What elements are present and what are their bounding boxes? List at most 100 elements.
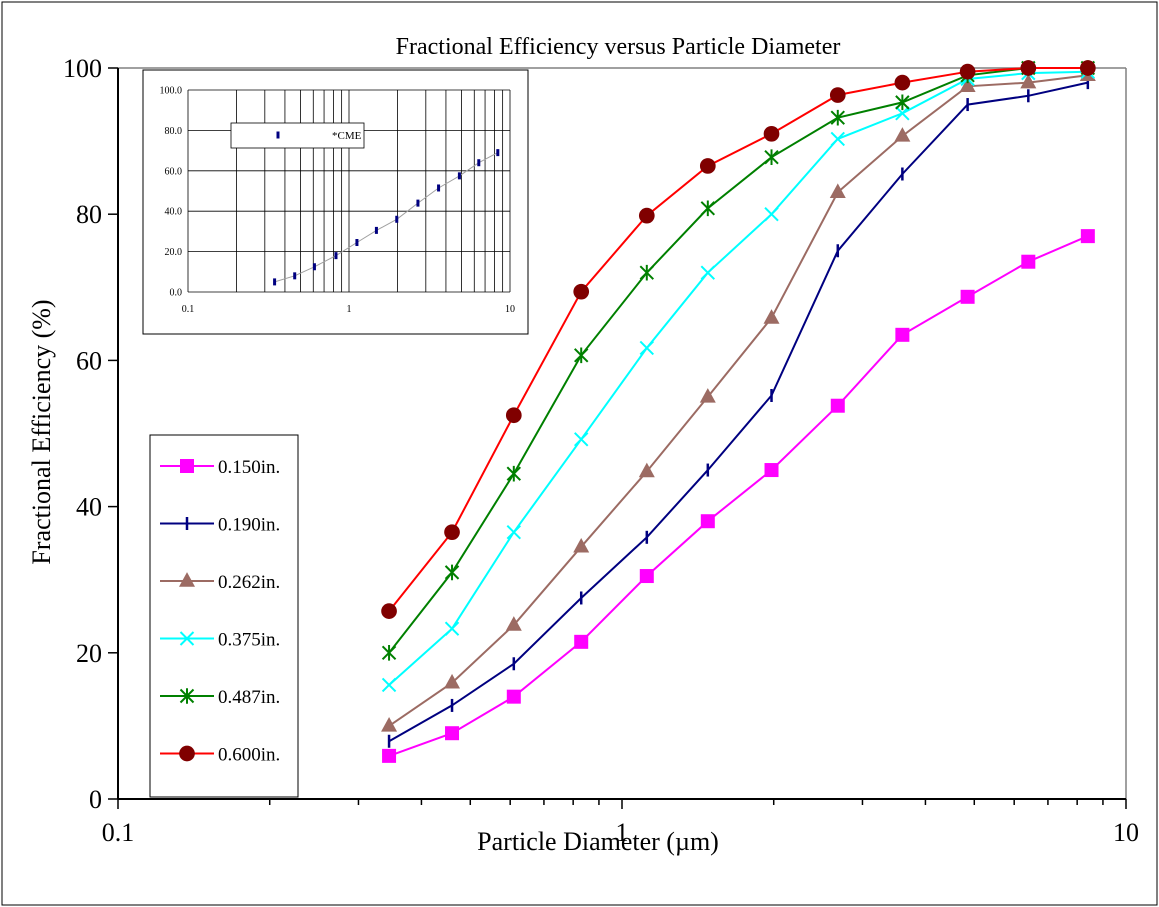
data-point [574,432,589,447]
y-tick-label: 0 [89,785,102,814]
series-0-190in [387,76,1090,748]
series-line [388,67,1088,654]
data-point [573,283,590,300]
x-axis-label: Particle Diameter (µm) [477,827,719,856]
legend-box [149,434,299,798]
legend-label: 0.600in. [218,745,280,766]
legend-marker [179,631,195,646]
inset-data-point [395,215,399,223]
data-point [763,125,780,142]
legend-item: 0.190in. [160,515,280,536]
inset-x-tick-label: 1 [347,304,352,315]
legend-marker [179,745,195,762]
inset-legend: *CME [230,122,365,149]
data-point [505,407,522,424]
legend-label: 0.150in. [218,457,280,478]
y-tick-label: 100 [63,54,102,83]
series-line [388,81,1089,743]
data-point [895,327,910,342]
data-point [638,462,655,478]
y-tick-label: 40 [76,493,102,522]
data-point [1020,73,1037,89]
data-point [959,63,976,80]
data-point [382,748,397,763]
legend-item: 0.600in. [160,745,280,766]
x-tick-label: 0.1 [102,818,135,847]
inset-data-point [416,199,420,207]
legend-marker [179,688,195,704]
data-point [573,537,590,553]
data-point [444,673,461,689]
data-point [700,514,715,529]
data-point [700,200,716,217]
legend-label: 0.190in. [218,515,280,536]
inset-y-tick-label: 80.0 [165,126,183,137]
data-point [381,603,397,619]
legend-item: 0.487in. [160,687,280,708]
y-axis-label: Fractional Efficiency (%) [27,299,56,564]
inset-y-tick-label: 20.0 [165,247,183,258]
data-point [505,616,522,631]
series-0-150in [382,229,1095,763]
legend-label: 0.487in. [218,687,280,708]
data-point [699,158,716,174]
data-point [894,127,911,142]
data-point [1080,229,1095,244]
legend-item: 0.262in. [160,572,280,593]
data-point [445,726,460,741]
inset-data-point [273,278,277,286]
data-point [638,207,655,224]
inset-y-tick-label: 60.0 [165,166,183,177]
data-point [506,524,522,540]
main-plot: 0 20 40 60 80 100 0.1 1 10 [63,54,1139,847]
series-line [388,235,1089,757]
inset-data-point [334,252,338,260]
inset-frame [142,69,529,335]
chart-title: Fractional Efficiency versus Particle Di… [396,34,841,60]
data-point [830,109,845,126]
legend-label: 0.262in. [218,572,280,593]
inset-x-tick-label: 10 [505,304,515,315]
data-point [829,87,846,103]
data-point [895,94,910,111]
data-point [763,309,780,324]
data-point [639,264,655,281]
inset-series-line [274,152,499,283]
inset-data-point [496,149,500,157]
data-point [764,206,779,222]
data-point [1079,60,1096,76]
inset-legend-marker [276,131,280,139]
inset-legend-label: *CME [332,130,362,142]
x-tick-label: 1 [616,818,629,847]
inset-y-tick-label: 0.0 [170,288,183,299]
data-point [700,265,716,280]
data-point [895,106,910,121]
data-point [381,677,397,693]
data-point [444,524,460,541]
legend-marker [180,459,194,473]
data-point [381,717,398,732]
data-point [829,183,846,198]
y-tick-label: 20 [76,639,102,668]
data-point [699,388,716,403]
data-point [1020,60,1037,76]
inset-data-point [293,272,297,280]
inset-legend-box [230,122,365,149]
series-line [388,70,1088,686]
y-tick-label: 80 [76,200,102,229]
inset-data-point [355,239,359,247]
legend: 0.150in. 0.190in. 0.262in. 0.375in. 0.487in.… [149,434,299,798]
inset-data-point [477,159,481,167]
data-point [574,634,589,649]
data-point [506,465,522,482]
x-tick-label: 10 [1113,818,1139,847]
inset-data-point [457,172,461,180]
legend-label: 0.375in. [218,630,280,651]
inset-series-cme [273,149,500,286]
data-point [639,340,655,356]
series-0-375in [381,64,1096,693]
data-point [381,645,397,661]
legend-item: 0.375in. [160,630,280,651]
inset-data-point [437,184,441,192]
